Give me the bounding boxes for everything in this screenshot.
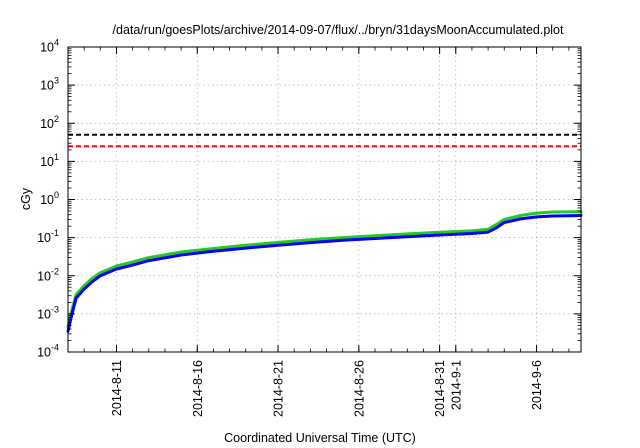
y-tick-label: 101	[40, 152, 59, 169]
y-tick-label: 100	[40, 190, 59, 207]
series-group	[66, 210, 583, 333]
y-tick-label: 103	[40, 76, 59, 93]
x-axis-ticks: 2014-8-11 2014-8-16 2014-8-21 2014-8-26 2014…	[67, 47, 570, 417]
x-tick-label: 2014-9-6	[530, 360, 544, 410]
series-line	[66, 210, 583, 329]
reference-lines	[68, 133, 581, 148]
y-tick-label: 10-4	[37, 343, 59, 360]
x-tick-label: 2014-8-31	[433, 360, 447, 417]
y-tick-label: 10-3	[37, 304, 59, 321]
y-tick-label: 10-2	[37, 266, 59, 283]
x-tick-label: 2014-9-1	[449, 360, 463, 410]
x-tick-label: 2014-8-26	[352, 360, 366, 417]
series-line	[66, 214, 583, 333]
y-tick-label: 10-1	[37, 228, 59, 245]
grid	[68, 47, 581, 352]
y-tick-label: 102	[40, 114, 59, 131]
x-axis-label: Coordinated Universal Time (UTC)	[224, 431, 416, 445]
y-axis-label: cGy	[19, 187, 33, 210]
y-tick-label: 104	[40, 38, 59, 55]
x-tick-label: 2014-8-16	[191, 360, 205, 417]
x-tick-label: 2014-8-11	[110, 360, 124, 416]
x-tick-label: 2014-8-21	[272, 360, 286, 417]
y-axis-ticks: 10-4 10-3 10-2 10-1 100 101 102 103 104	[37, 38, 581, 360]
chart-title: /data/run/goesPlots/archive/2014-09-07/f…	[113, 23, 564, 37]
